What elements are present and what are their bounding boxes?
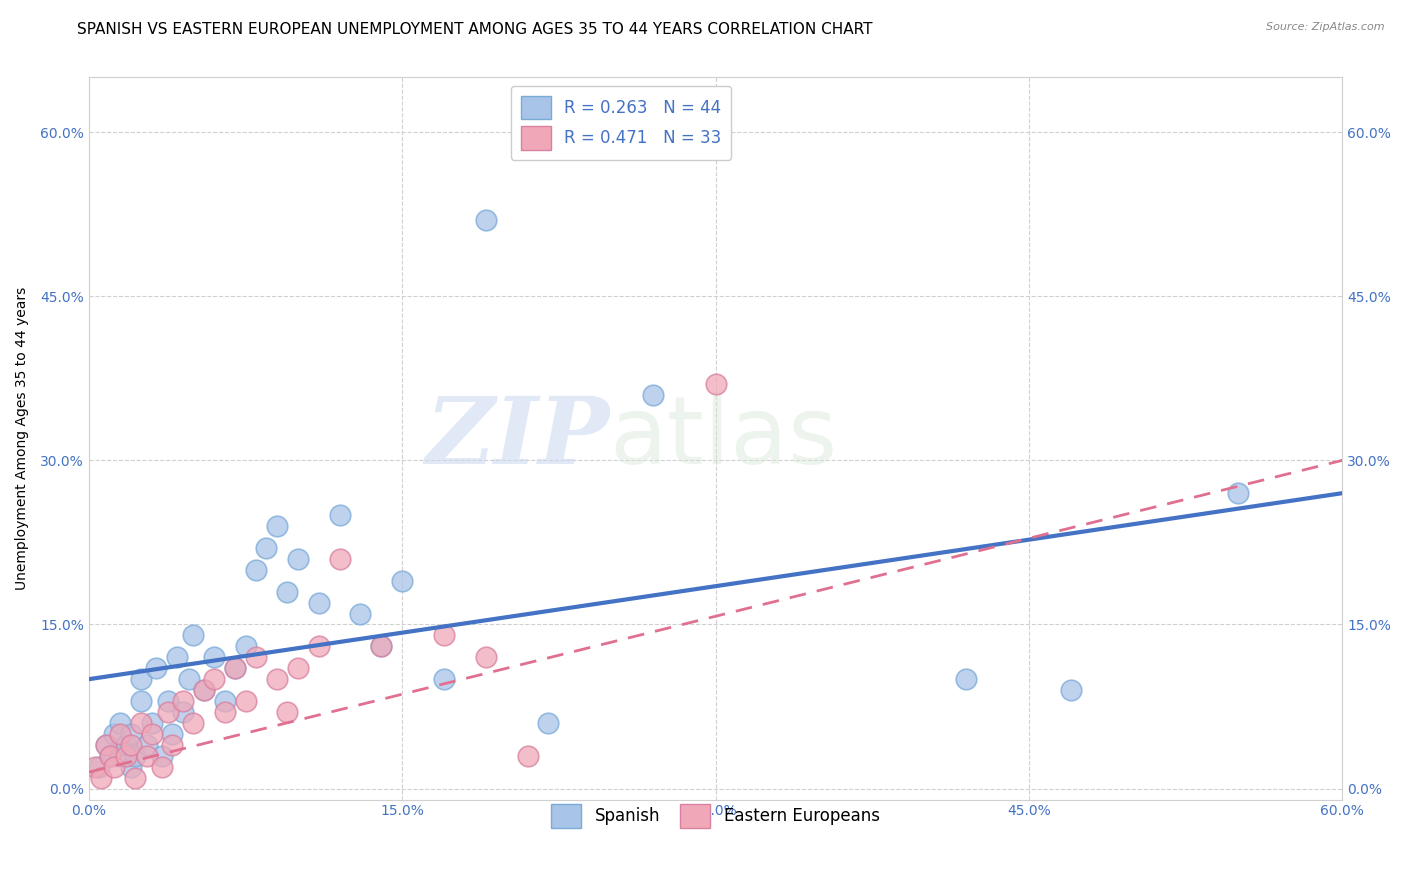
Point bbox=[181, 628, 204, 642]
Point bbox=[115, 738, 138, 752]
Point bbox=[162, 727, 184, 741]
Point bbox=[141, 727, 163, 741]
Point bbox=[108, 715, 131, 730]
Point bbox=[136, 738, 159, 752]
Point bbox=[94, 738, 117, 752]
Point bbox=[150, 760, 173, 774]
Point bbox=[433, 628, 456, 642]
Point bbox=[349, 607, 371, 621]
Point bbox=[266, 672, 288, 686]
Point bbox=[328, 551, 350, 566]
Point bbox=[115, 748, 138, 763]
Y-axis label: Unemployment Among Ages 35 to 44 years: Unemployment Among Ages 35 to 44 years bbox=[15, 287, 30, 591]
Point bbox=[433, 672, 456, 686]
Point bbox=[474, 650, 496, 665]
Point bbox=[108, 748, 131, 763]
Point bbox=[157, 694, 180, 708]
Point bbox=[94, 738, 117, 752]
Text: Source: ZipAtlas.com: Source: ZipAtlas.com bbox=[1267, 22, 1385, 32]
Point bbox=[245, 563, 267, 577]
Point bbox=[516, 748, 538, 763]
Point bbox=[157, 705, 180, 719]
Text: atlas: atlas bbox=[609, 392, 837, 484]
Point bbox=[308, 596, 330, 610]
Point bbox=[308, 640, 330, 654]
Point bbox=[103, 727, 125, 741]
Point bbox=[955, 672, 977, 686]
Point bbox=[181, 715, 204, 730]
Point bbox=[136, 748, 159, 763]
Point bbox=[145, 661, 167, 675]
Point bbox=[224, 661, 246, 675]
Point bbox=[254, 541, 277, 555]
Point bbox=[235, 694, 257, 708]
Point bbox=[120, 760, 142, 774]
Point bbox=[202, 672, 225, 686]
Point bbox=[124, 748, 146, 763]
Point bbox=[162, 738, 184, 752]
Point bbox=[120, 727, 142, 741]
Point bbox=[391, 574, 413, 588]
Point bbox=[202, 650, 225, 665]
Point bbox=[276, 584, 298, 599]
Point bbox=[474, 212, 496, 227]
Point bbox=[166, 650, 188, 665]
Point bbox=[328, 508, 350, 522]
Point bbox=[193, 683, 215, 698]
Point bbox=[287, 551, 309, 566]
Point bbox=[641, 388, 664, 402]
Point bbox=[98, 748, 121, 763]
Point bbox=[150, 748, 173, 763]
Point bbox=[103, 760, 125, 774]
Point bbox=[98, 748, 121, 763]
Point bbox=[129, 694, 152, 708]
Point bbox=[172, 694, 194, 708]
Point bbox=[1060, 683, 1083, 698]
Point bbox=[287, 661, 309, 675]
Point bbox=[89, 760, 111, 774]
Point bbox=[120, 738, 142, 752]
Point bbox=[214, 694, 236, 708]
Point bbox=[129, 672, 152, 686]
Point bbox=[370, 640, 392, 654]
Point bbox=[266, 519, 288, 533]
Point bbox=[172, 705, 194, 719]
Point bbox=[193, 683, 215, 698]
Point bbox=[1226, 486, 1249, 500]
Point bbox=[108, 727, 131, 741]
Point bbox=[370, 640, 392, 654]
Point bbox=[704, 376, 727, 391]
Point bbox=[90, 771, 112, 785]
Point bbox=[245, 650, 267, 665]
Point bbox=[124, 771, 146, 785]
Point bbox=[276, 705, 298, 719]
Text: SPANISH VS EASTERN EUROPEAN UNEMPLOYMENT AMONG AGES 35 TO 44 YEARS CORRELATION C: SPANISH VS EASTERN EUROPEAN UNEMPLOYMENT… bbox=[77, 22, 873, 37]
Point bbox=[84, 760, 107, 774]
Point bbox=[224, 661, 246, 675]
Point bbox=[537, 715, 560, 730]
Point bbox=[214, 705, 236, 719]
Text: ZIP: ZIP bbox=[425, 393, 609, 483]
Point bbox=[235, 640, 257, 654]
Legend: Spanish, Eastern Europeans: Spanish, Eastern Europeans bbox=[544, 797, 886, 835]
Point bbox=[179, 672, 201, 686]
Point bbox=[129, 715, 152, 730]
Point bbox=[141, 715, 163, 730]
